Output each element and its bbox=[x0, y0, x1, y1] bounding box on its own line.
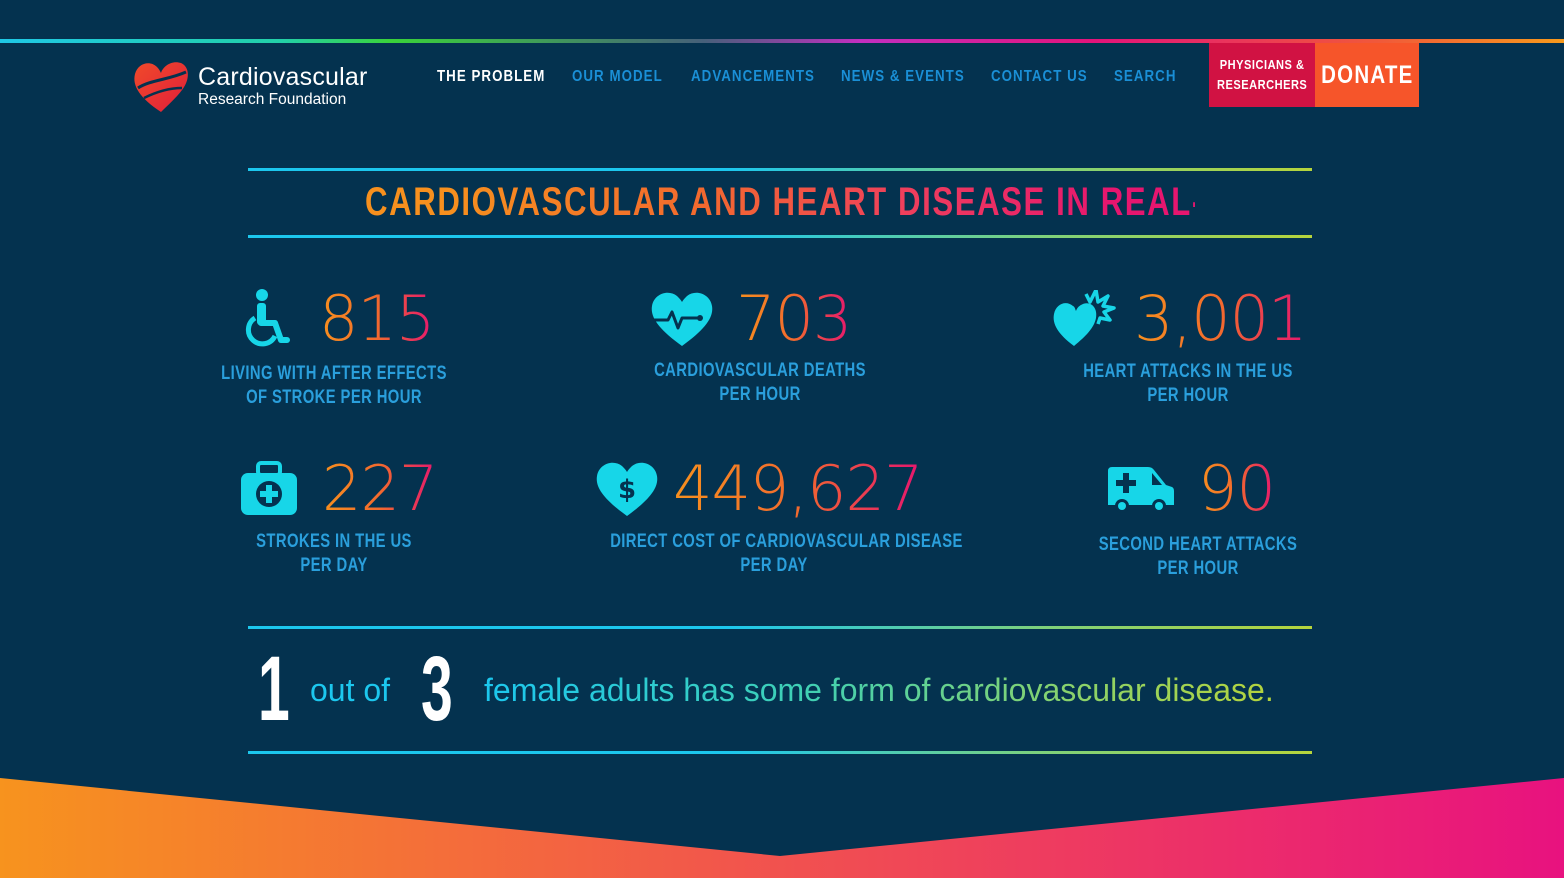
stat-value: 227 bbox=[322, 452, 438, 525]
nav-item-contact-us[interactable]: CONTACT US bbox=[991, 68, 1088, 85]
page-title: CARDIOVASCULAR AND HEART DISEASE IN REAL… bbox=[365, 180, 1285, 224]
stat-label: STROKES IN THE US PER DAY bbox=[184, 530, 484, 578]
stat-value: 3,001 bbox=[1134, 282, 1307, 355]
stat-label-line-1: HEART ATTACKS IN THE US bbox=[1083, 361, 1293, 382]
heart-burst-icon bbox=[1052, 290, 1116, 348]
stat-second-heart-attacks: 90 bbox=[1106, 452, 1276, 525]
stat-label: CARDIOVASCULAR DEATHS PER HOUR bbox=[600, 359, 920, 407]
stat-cardiovascular-deaths: 703 bbox=[650, 282, 852, 355]
bottom-gradient-band bbox=[0, 778, 1564, 878]
stat-label-line-2: PER DAY bbox=[300, 555, 368, 576]
donate-button[interactable]: DONATE bbox=[1315, 43, 1419, 107]
nav-item-search[interactable]: SEARCH bbox=[1114, 68, 1177, 85]
stat-label-line-1: CARDIOVASCULAR DEATHS bbox=[654, 360, 866, 381]
physicians-label-line-1: PHYSICIANS & bbox=[1219, 57, 1305, 72]
stat-value: 815 bbox=[319, 282, 435, 355]
stat-label: DIRECT COST OF CARDIOVASCULAR DISEASE PE… bbox=[564, 530, 984, 578]
stat-label-line-2: PER HOUR bbox=[1147, 385, 1229, 406]
logo[interactable]: Cardiovascular Research Foundation bbox=[132, 58, 368, 114]
logo-wordmark: Cardiovascular Research Foundation bbox=[198, 62, 368, 108]
stat-label: LIVING WITH AFTER EFFECTS OF STROKE PER … bbox=[184, 362, 484, 410]
stat-label-line-1: SECOND HEART ATTACKS bbox=[1098, 534, 1298, 555]
stat-direct-cost: $ 449,627 bbox=[595, 452, 923, 525]
top-gradient-rule bbox=[0, 39, 1564, 43]
medical-kit-icon bbox=[240, 459, 298, 519]
headline-bottom-rule bbox=[248, 235, 1312, 238]
nav-item-news-events[interactable]: NEWS & EVENTS bbox=[841, 68, 965, 85]
fact-number-2: 3 bbox=[421, 638, 453, 740]
svg-text:$: $ bbox=[618, 475, 636, 505]
stat-label-line-2: PER HOUR bbox=[719, 384, 801, 405]
logo-line-1: Cardiovascular bbox=[198, 62, 368, 91]
ambulance-icon bbox=[1106, 459, 1176, 519]
stat-label-line-2: OF STROKE PER HOUR bbox=[246, 387, 422, 408]
heart-pulse-icon bbox=[650, 290, 714, 348]
logo-line-2: Research Foundation bbox=[198, 90, 347, 108]
wheelchair-icon bbox=[244, 288, 294, 350]
heart-logo-icon bbox=[134, 62, 188, 112]
stat-label-line-1: DIRECT COST OF CARDIOVASCULAR DISEASE bbox=[610, 531, 963, 552]
headline-top-rule bbox=[248, 168, 1312, 171]
nav-item-the-problem[interactable]: THE PROBLEM bbox=[437, 68, 546, 85]
physicians-label-line-2: RESEARCHERS bbox=[1216, 77, 1308, 92]
stat-value: 703 bbox=[736, 282, 852, 355]
donate-label: DONATE bbox=[1320, 60, 1414, 89]
nav-item-our-model[interactable]: OUR MODEL bbox=[572, 68, 663, 85]
heart-dollar-icon: $ bbox=[595, 460, 659, 518]
main-nav: THE PROBLEM OUR MODEL ADVANCEMENTS NEWS … bbox=[437, 68, 1194, 86]
stat-label: SECOND HEART ATTACKS PER HOUR bbox=[1048, 533, 1348, 581]
fact-out-of: out of bbox=[310, 672, 391, 708]
nav-item-advancements[interactable]: ADVANCEMENTS bbox=[691, 68, 815, 85]
stat-value: 449,627 bbox=[673, 452, 923, 525]
stat-stroke-after-effects: 815 bbox=[244, 282, 435, 355]
stat-label: HEART ATTACKS IN THE US PER HOUR bbox=[1028, 360, 1348, 408]
physicians-researchers-button[interactable]: PHYSICIANS & RESEARCHERS bbox=[1209, 43, 1315, 107]
stat-label-line-1: LIVING WITH AFTER EFFECTS bbox=[221, 363, 447, 384]
stat-heart-attacks: 3,001 bbox=[1052, 288, 1307, 350]
stat-strokes-per-day: 227 bbox=[240, 452, 438, 525]
fact-top-rule bbox=[248, 626, 1312, 629]
stat-label-line-1: STROKES IN THE US bbox=[256, 531, 412, 552]
stat-value: 90 bbox=[1198, 452, 1276, 525]
stat-label-line-2: PER DAY bbox=[740, 555, 808, 576]
stat-label-line-2: PER HOUR bbox=[1157, 558, 1239, 579]
fact-sentence: female adults has some form of cardiovas… bbox=[484, 672, 1274, 708]
fact-number-1: 1 bbox=[258, 638, 290, 740]
fact-bottom-rule bbox=[248, 751, 1312, 754]
